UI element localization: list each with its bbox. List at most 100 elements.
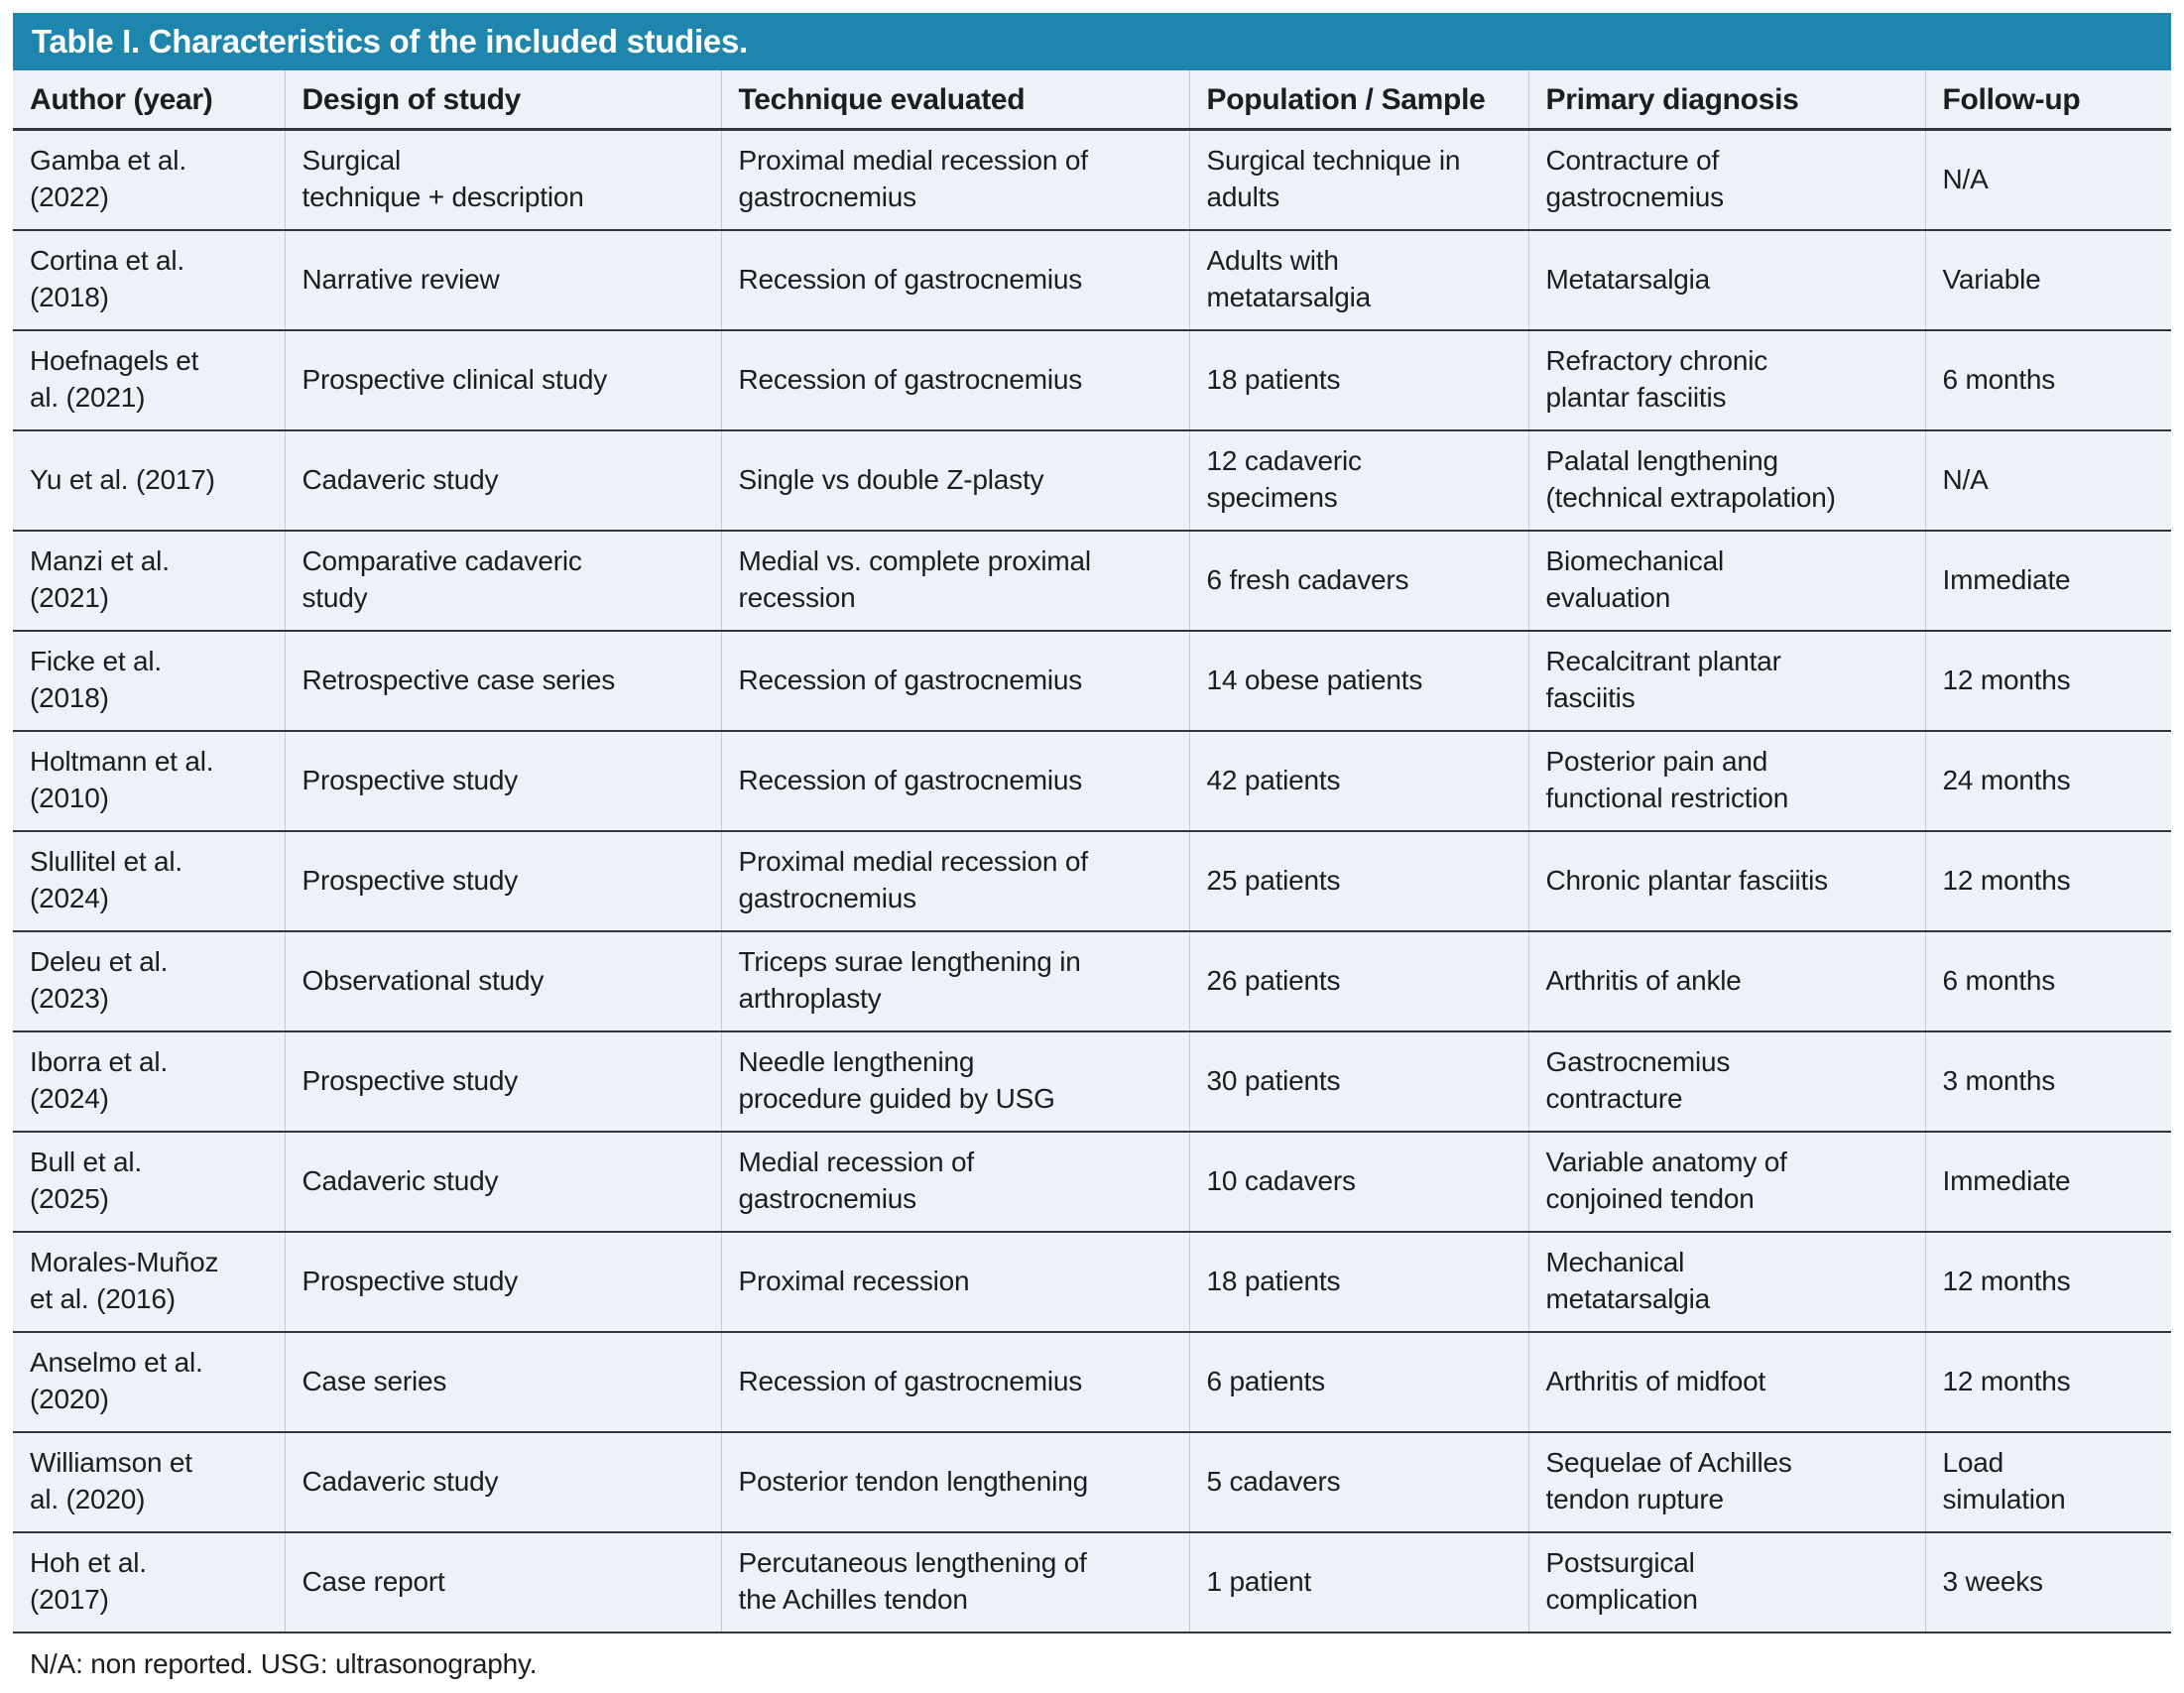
cell-diagnosis: Refractory chronic plantar fasciitis — [1528, 329, 1926, 431]
cell-population: 26 patients — [1189, 930, 1529, 1032]
header-row: Author (year) Design of study Technique ev… — [13, 70, 2171, 131]
cell-author: Bull et al. (2025) — [13, 1131, 286, 1233]
cell-followup: Immediate — [1925, 1131, 2171, 1233]
cell-diagnosis: Mechanical metatarsalgia — [1528, 1231, 1926, 1333]
cell-population: 30 patients — [1189, 1030, 1529, 1133]
cell-technique: Proximal recession — [721, 1231, 1190, 1333]
cell-followup: 12 months — [1925, 630, 2171, 732]
cell-technique: Posterior tendon lengthening — [721, 1431, 1190, 1533]
table-row: Bull et al. (2025) Cadaveric study Medial … — [13, 1131, 2171, 1233]
column-header-followup: Follow-up — [1925, 70, 2171, 131]
cell-diagnosis: Recalcitrant plantar fasciitis — [1528, 630, 1926, 732]
cell-followup: 12 months — [1925, 1331, 2171, 1433]
cell-design: Case series — [285, 1331, 722, 1433]
studies-table: Author (year) Design of study Technique ev… — [13, 70, 2171, 1633]
table-row: Iborra et al. (2024) Prospective study Nee… — [13, 1030, 2171, 1133]
cell-population: 25 patients — [1189, 830, 1529, 932]
cell-followup: 3 months — [1925, 1030, 2171, 1133]
cell-design: Prospective study — [285, 1231, 722, 1333]
column-header-diagnosis: Primary diagnosis — [1528, 70, 1926, 131]
cell-design: Prospective clinical study — [285, 329, 722, 431]
cell-technique: Recession of gastrocnemius — [721, 1331, 1190, 1433]
cell-diagnosis: Gastrocnemius contracture — [1528, 1030, 1926, 1133]
cell-design: Prospective study — [285, 1030, 722, 1133]
cell-design: Narrative review — [285, 229, 722, 331]
column-header-author: Author (year) — [13, 70, 286, 131]
table-row: Morales-Muñoz et al. (2016) Prospective s… — [13, 1231, 2171, 1333]
cell-diagnosis: Biomechanical evaluation — [1528, 530, 1926, 632]
cell-population: 6 patients — [1189, 1331, 1529, 1433]
cell-followup: 6 months — [1925, 329, 2171, 431]
cell-author: Holtmann et al. (2010) — [13, 730, 286, 832]
cell-technique: Percutaneous lengthening of the Achilles… — [721, 1531, 1190, 1633]
table-title: Table I. Characteristics of the included… — [32, 23, 748, 60]
table-row: Manzi et al. (2021) Comparative cadaveric… — [13, 530, 2171, 632]
cell-design: Cadaveric study — [285, 429, 722, 532]
cell-population: 5 cadavers — [1189, 1431, 1529, 1533]
cell-technique: Recession of gastrocnemius — [721, 329, 1190, 431]
cell-author: Slullitel et al. (2024) — [13, 830, 286, 932]
cell-population: 14 obese patients — [1189, 630, 1529, 732]
cell-diagnosis: Arthritis of midfoot — [1528, 1331, 1926, 1433]
cell-diagnosis: Postsurgical complication — [1528, 1531, 1926, 1633]
cell-technique: Medial recession of gastrocnemius — [721, 1131, 1190, 1233]
cell-design: Cadaveric study — [285, 1131, 722, 1233]
cell-design: Retrospective case series — [285, 630, 722, 732]
cell-design: Surgical technique + description — [285, 129, 722, 231]
cell-followup: 24 months — [1925, 730, 2171, 832]
cell-design: Comparative cadaveric study — [285, 530, 722, 632]
table-row: Deleu et al. (2023) Observational study Tr… — [13, 930, 2171, 1032]
cell-diagnosis: Sequelae of Achilles tendon rupture — [1528, 1431, 1926, 1533]
column-header-design: Design of study — [285, 70, 722, 131]
cell-population: 12 cadaveric specimens — [1189, 429, 1529, 532]
cell-technique: Proximal medial recession of gastrocnemi… — [721, 830, 1190, 932]
cell-population: 1 patient — [1189, 1531, 1529, 1633]
cell-author: Iborra et al. (2024) — [13, 1030, 286, 1133]
cell-technique: Single vs double Z-plasty — [721, 429, 1190, 532]
cell-followup: Immediate — [1925, 530, 2171, 632]
cell-population: 6 fresh cadavers — [1189, 530, 1529, 632]
cell-author: Ficke et al. (2018) — [13, 630, 286, 732]
cell-author: Morales-Muñoz et al. (2016) — [13, 1231, 286, 1333]
table-row: Williamson et al. (2020) Cadaveric study P… — [13, 1431, 2171, 1533]
cell-population: 42 patients — [1189, 730, 1529, 832]
cell-diagnosis: Posterior pain and functional restrictio… — [1528, 730, 1926, 832]
cell-technique: Triceps surae lengthening in arthroplast… — [721, 930, 1190, 1032]
cell-population: Adults with metatarsalgia — [1189, 229, 1529, 331]
cell-author: Cortina et al. (2018) — [13, 229, 286, 331]
cell-population: 10 cadavers — [1189, 1131, 1529, 1233]
table-row: Hoefnagels et al. (2021) Prospective clin… — [13, 329, 2171, 431]
cell-author: Hoh et al. (2017) — [13, 1531, 286, 1633]
cell-followup: Variable — [1925, 229, 2171, 331]
cell-technique: Needle lengthening procedure guided by U… — [721, 1030, 1190, 1133]
cell-diagnosis: Chronic plantar fasciitis — [1528, 830, 1926, 932]
table-figure: Table I. Characteristics of the included… — [13, 13, 2171, 1680]
cell-author: Anselmo et al. (2020) — [13, 1331, 286, 1433]
column-header-technique: Technique evaluated — [721, 70, 1190, 131]
cell-population: 18 patients — [1189, 1231, 1529, 1333]
cell-author: Gamba et al. (2022) — [13, 129, 286, 231]
cell-followup: N/A — [1925, 429, 2171, 532]
cell-diagnosis: Variable anatomy of conjoined tendon — [1528, 1131, 1926, 1233]
table-row: Yu et al. (2017) Cadaveric study Single vs… — [13, 429, 2171, 532]
cell-diagnosis: Arthritis of ankle — [1528, 930, 1926, 1032]
cell-technique: Recession of gastrocnemius — [721, 730, 1190, 832]
cell-design: Prospective study — [285, 730, 722, 832]
table-title-bar: Table I. Characteristics of the included… — [13, 13, 2171, 70]
table-row: Holtmann et al. (2010) Prospective study R… — [13, 730, 2171, 832]
table-footnote: N/A: non reported. USG: ultrasonography. — [30, 1647, 538, 1679]
cell-followup: 12 months — [1925, 830, 2171, 932]
cell-technique: Recession of gastrocnemius — [721, 630, 1190, 732]
cell-diagnosis: Contracture of gastrocnemius — [1528, 129, 1926, 231]
cell-technique: Proximal medial recession of gastrocnemi… — [721, 129, 1190, 231]
cell-author: Deleu et al. (2023) — [13, 930, 286, 1032]
cell-followup: Load simulation — [1925, 1431, 2171, 1533]
cell-design: Prospective study — [285, 830, 722, 932]
cell-followup: 6 months — [1925, 930, 2171, 1032]
cell-author: Hoefnagels et al. (2021) — [13, 329, 286, 431]
cell-design: Cadaveric study — [285, 1431, 722, 1533]
table-row: Hoh et al. (2017) Case report Percutaneous… — [13, 1531, 2171, 1633]
cell-author: Manzi et al. (2021) — [13, 530, 286, 632]
cell-followup: 3 weeks — [1925, 1531, 2171, 1633]
cell-technique: Medial vs. complete proximal recession — [721, 530, 1190, 632]
